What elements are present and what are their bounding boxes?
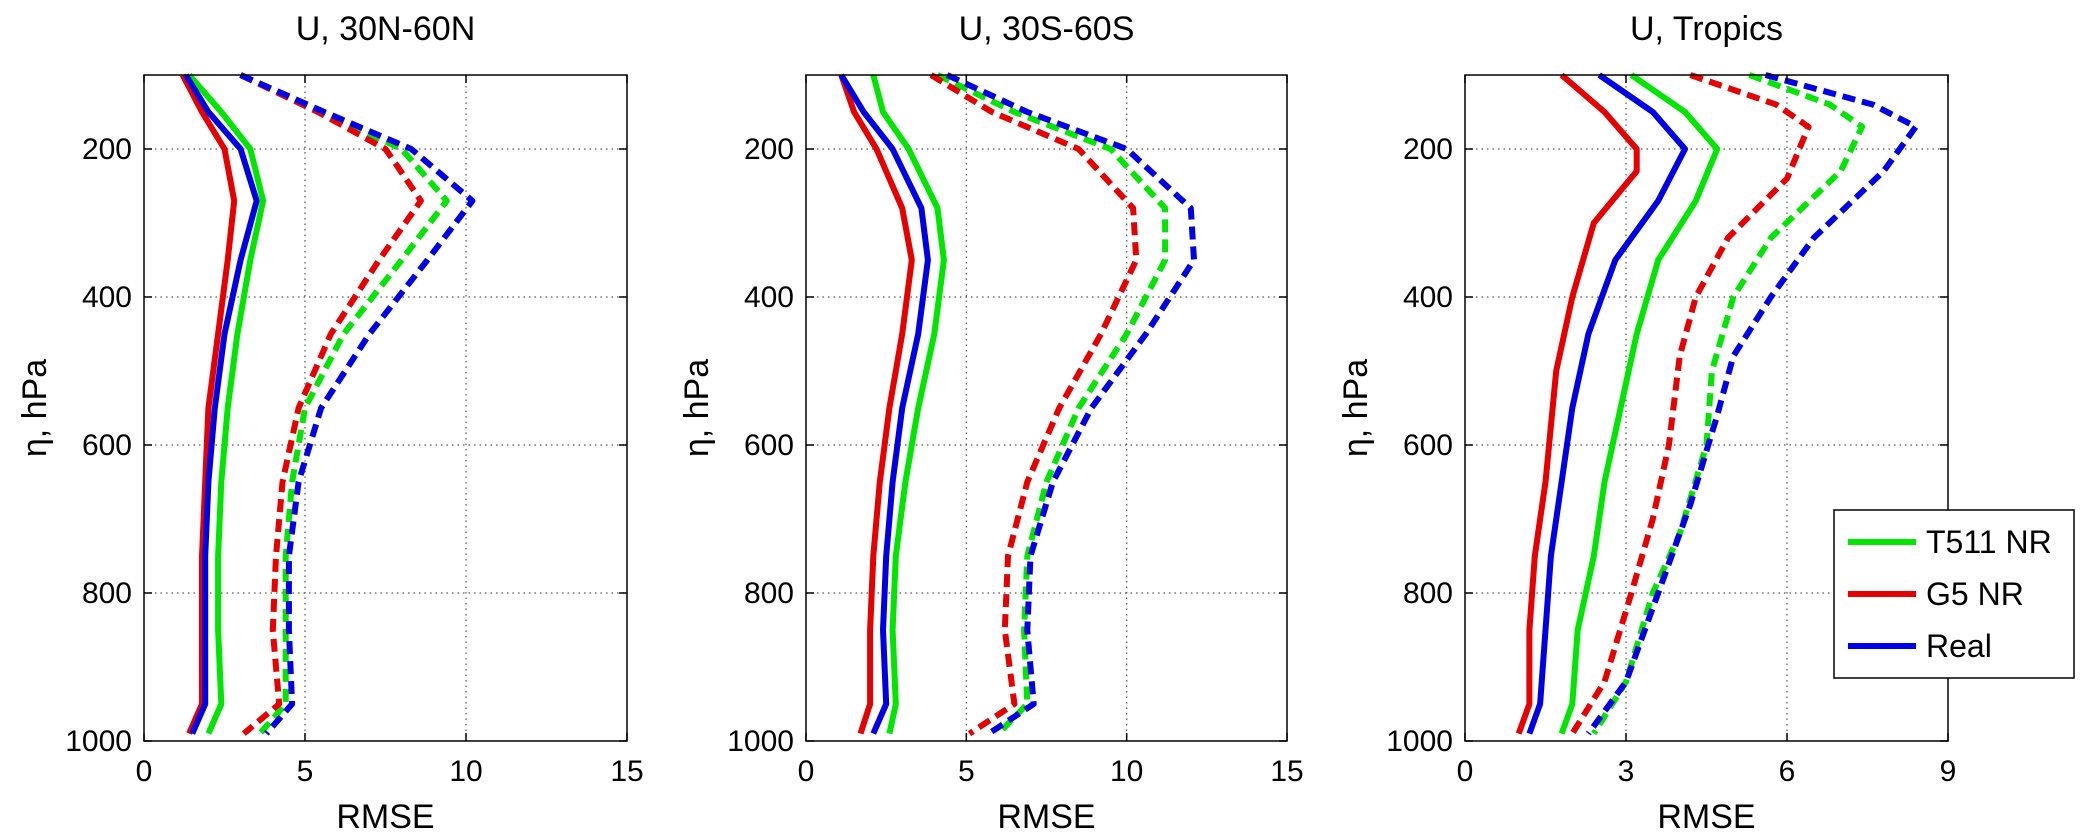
y-tick-label: 800 [1403,577,1453,610]
x-axis-label: RMSE [1657,798,1755,836]
y-tick-label: 400 [82,281,132,314]
x-tick-label: 6 [1779,755,1796,788]
panel-1: 0 5 10 15 200 400 600 800 1000 U, 30N-60N RMSE η, h… [16,10,644,836]
y-tick-label: 600 [1403,429,1453,462]
panel-2: 0 5 10 15 200 400 600 800 1000 U, 30S-60S RMSE η, h… [678,10,1304,836]
series-line-real-dashed [239,72,476,736]
panel-title: U, Tropics [1630,10,1783,48]
series-line-real-solid [183,73,260,735]
y-tick-label: 1000 [65,725,132,758]
panel-title: U, 30S-60S [959,10,1135,48]
series-line-t511-nr-dashed [936,72,1169,736]
series-line-g5-nr-dashed [239,72,424,736]
y-axis-label: η, hPa [1337,359,1375,457]
y-tick-label: 1000 [1386,725,1453,758]
series-line-g5-nr-solid [179,73,238,735]
series-line-g5-nr-solid [838,74,915,735]
plot-frame [143,74,628,742]
series-line-real-solid [838,73,931,735]
y-tick-label: 400 [1403,281,1453,314]
y-tick-label: 1000 [727,725,794,758]
legend: T511 NR G5 NR Real [1833,509,2075,679]
y-tick-label: 800 [82,577,132,610]
x-tick-label: 15 [610,755,643,788]
x-axis-label: RMSE [997,798,1095,836]
plot-frame [805,74,1288,742]
x-tick-label: 10 [449,755,482,788]
y-tick-label: 200 [1403,133,1453,166]
x-tick-label: 3 [1618,755,1635,788]
x-tick-label: 0 [136,755,153,788]
series-line-real-solid [1526,72,1688,735]
x-axis-label: RMSE [336,798,434,836]
series-line-t511-nr-dashed [1591,72,1866,736]
legend-label: T511 NR [1926,524,2052,560]
panel-title: U, 30N-60N [296,10,476,48]
y-tick-label: 400 [744,281,794,314]
plot-area [806,75,1287,741]
x-tick-label: 10 [1110,755,1143,788]
y-tick-label: 800 [744,577,794,610]
plot-frame [1464,74,1949,742]
x-tick-label: 15 [1270,755,1303,788]
legend-label: G5 NR [1926,576,2024,612]
x-tick-label: 5 [297,755,314,788]
y-axis-label: η, hPa [16,359,54,457]
series-line-real-dashed [945,72,1197,737]
panel-3: 0 3 6 9 200 400 600 800 1000 U, Tropics RMSE η, hPa [1337,10,1956,836]
y-tick-label: 600 [82,429,132,462]
series-line-g5-nr-dashed [1569,72,1812,736]
x-tick-label: 0 [1457,755,1474,788]
y-tick-label: 200 [744,133,794,166]
series-line-t511-nr-dashed [239,72,450,736]
series-line-t511-nr-solid [1558,72,1721,735]
series-line-t511-nr-solid [870,74,947,735]
x-tick-label: 9 [1940,755,1957,788]
series-line-t511-nr-solid [186,73,267,735]
x-tick-label: 0 [798,755,815,788]
series-line-g5-nr-solid [1515,72,1640,735]
plot-area [144,75,627,741]
series-line-real-dashed [1585,72,1919,736]
y-tick-label: 200 [82,133,132,166]
series-line-g5-nr-dashed [929,72,1140,737]
x-tick-label: 5 [958,755,975,788]
y-tick-label: 600 [744,429,794,462]
legend-label: Real [1926,628,1992,664]
y-axis-label: η, hPa [678,359,716,457]
